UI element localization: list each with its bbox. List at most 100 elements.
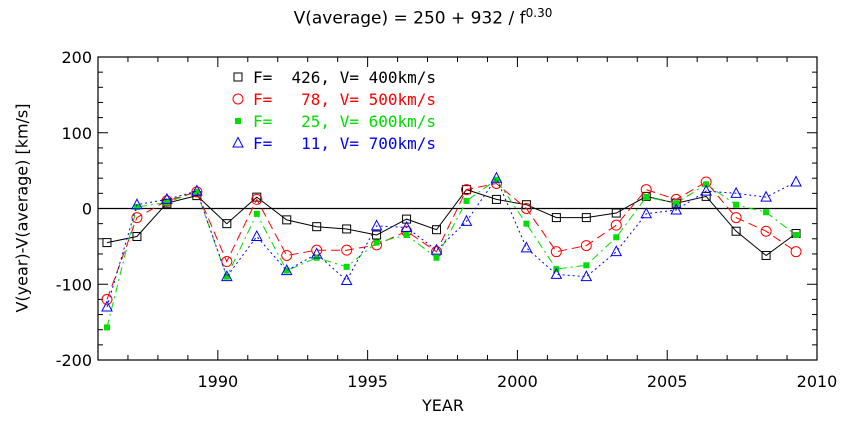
data-point [611,208,621,218]
data-point [641,191,651,201]
data-point [580,240,592,252]
data-point [493,176,500,183]
x-tick-label: 2005 [647,372,688,391]
data-point [191,184,203,196]
data-point [340,273,353,285]
data-point [703,181,710,188]
data-point [101,300,113,312]
data-point [102,238,112,248]
data-point [640,184,652,196]
data-point [761,250,771,260]
data-point [432,225,442,235]
data-point [760,190,772,202]
data-point [133,203,140,210]
data-point [581,213,591,223]
data-point [132,232,142,242]
data-point [760,225,772,237]
data-point [342,224,352,234]
data-point [610,219,622,231]
data-point [463,197,470,204]
data-point [730,212,742,224]
series-1 [102,185,801,260]
data-point [283,267,290,274]
data-point [161,192,173,204]
data-point [251,193,263,205]
y-tick-label: 0 [82,200,92,219]
series-line [106,177,797,308]
legend-label: F= 11, V= 700km/s [253,134,436,153]
data-point [643,194,650,201]
data-point [163,199,170,206]
data-point [222,219,232,229]
data-point [343,263,350,270]
data-point [520,203,532,214]
data-point [220,270,233,282]
data-point [433,254,440,261]
x-axis-label: YEAR [422,396,464,415]
series-line [106,189,797,257]
data-point [221,256,233,268]
series-3 [103,176,800,331]
data-point [191,186,203,198]
data-point [372,230,382,240]
data-point [235,118,241,124]
data-point [460,214,473,226]
data-point [250,229,263,242]
data-point [613,234,620,241]
data-point [233,72,243,82]
legend: F= 426, V= 400km/s F= 78, V= 500km/s F= 25… [232,68,436,153]
data-point [223,273,230,280]
series-line [106,178,797,328]
data-point [550,246,562,258]
data-point [161,195,173,207]
data-point [280,264,293,276]
data-point [193,188,200,195]
y-tick-label: -100 [56,275,92,294]
data-point [640,207,653,219]
data-point [520,241,533,253]
data-point [790,175,802,187]
data-point [793,232,800,239]
chart-title: V(average) = 250 + 932 / f0.30 [293,6,553,29]
data-point [701,191,711,201]
data-point [490,171,503,183]
data-point [731,226,741,236]
axis-ticks: -200 -100 0 100 200 1990 1995 2000 2005 2010 [56,48,838,391]
y-tick-label: 200 [61,48,92,67]
x-tick-label: 1995 [347,372,388,391]
y-tick-label: 100 [61,124,92,143]
data-point [232,136,244,148]
data-point [232,93,244,105]
data-point [491,194,501,204]
data-point [370,219,383,231]
data-point [673,200,680,207]
title-exponent: 0.30 [525,6,553,20]
x-tick-label: 1990 [197,372,238,391]
data-point [461,185,471,195]
data-point [103,324,110,331]
data-point [550,267,563,279]
x-tick-label: 2010 [797,372,838,391]
data-point [131,212,143,224]
data-point [403,232,410,239]
data-point [312,222,322,232]
data-point [101,293,113,305]
data-point [460,184,472,196]
data-point [610,245,623,257]
x-tick-label: 2000 [497,372,538,391]
data-point [281,249,293,261]
data-point [373,239,380,246]
series-2 [101,176,802,305]
series-group [101,171,802,331]
data-point [341,244,353,256]
y-tick-label: -200 [56,351,92,370]
legend-label: F= 78, V= 500km/s [253,90,436,109]
data-point [790,246,802,258]
data-point [402,214,412,224]
legend-label: F= 25, V= 600km/s [253,112,436,131]
data-point [763,209,770,216]
data-point [580,270,593,282]
data-point [282,215,292,225]
data-point [430,243,443,255]
